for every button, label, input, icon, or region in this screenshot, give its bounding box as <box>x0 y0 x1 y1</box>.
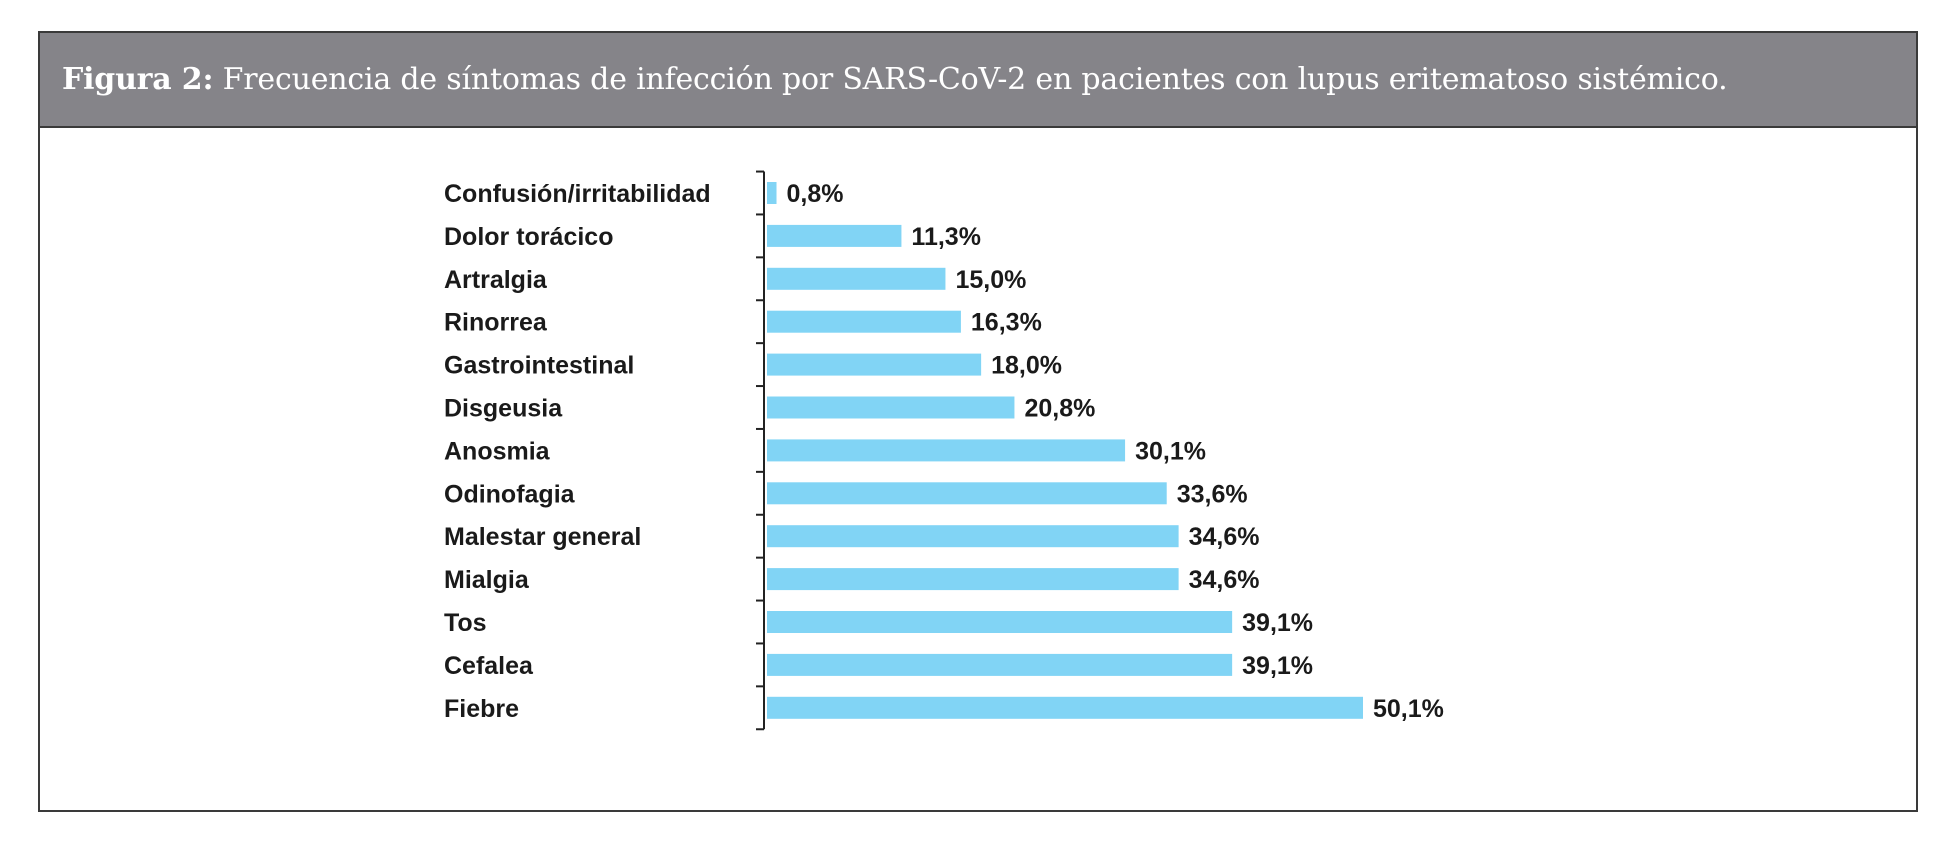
data-label: 0,8% <box>787 180 844 208</box>
category-label: Cefalea <box>444 652 534 680</box>
data-label: 11,3% <box>911 223 981 251</box>
category-label: Fiebre <box>444 695 519 723</box>
data-label: 34,6% <box>1189 566 1260 594</box>
bar <box>767 439 1126 462</box>
bar <box>767 696 1363 719</box>
bar <box>767 568 1179 591</box>
data-label: 20,8% <box>1024 395 1095 423</box>
figure-caption: Frecuencia de síntomas de infección por … <box>222 62 1728 97</box>
figure-frame: Figura 2: Frecuencia de síntomas de infe… <box>38 31 1918 812</box>
bar <box>767 653 1233 676</box>
category-label: Mialgia <box>444 566 530 594</box>
figure-label: Figura 2: <box>62 62 214 97</box>
category-label: Odinofagia <box>444 480 576 508</box>
category-label: Anosmia <box>444 437 551 465</box>
bar <box>767 353 982 376</box>
category-label: Malestar general <box>444 523 641 551</box>
category-label: Dolor torácico <box>444 223 613 251</box>
category-label: Artralgia <box>444 266 548 294</box>
data-label: 18,0% <box>991 352 1062 380</box>
category-label: Rinorrea <box>444 309 548 337</box>
data-label: 39,1% <box>1242 652 1313 680</box>
data-label: 39,1% <box>1242 609 1313 637</box>
bar <box>767 525 1179 548</box>
data-label: 33,6% <box>1177 480 1248 508</box>
data-label: 50,1% <box>1373 695 1444 723</box>
bar <box>767 310 961 333</box>
figure-title: Figura 2: Frecuencia de síntomas de infe… <box>62 62 1728 97</box>
data-label: 15,0% <box>955 266 1026 294</box>
bar <box>767 611 1233 633</box>
figure-header: Figura 2: Frecuencia de síntomas de infe… <box>40 33 1916 128</box>
category-label: Gastrointestinal <box>444 352 634 380</box>
category-label: Tos <box>444 609 487 637</box>
bar <box>767 267 946 290</box>
bar <box>767 396 1015 419</box>
bar <box>767 482 1167 505</box>
bar <box>767 224 902 247</box>
data-label: 30,1% <box>1135 437 1206 465</box>
category-label: Confusión/irritabilidad <box>444 180 711 208</box>
bar <box>767 182 777 204</box>
category-label: Disgeusia <box>444 395 563 423</box>
data-label: 34,6% <box>1189 523 1260 551</box>
data-label: 16,3% <box>971 309 1042 337</box>
